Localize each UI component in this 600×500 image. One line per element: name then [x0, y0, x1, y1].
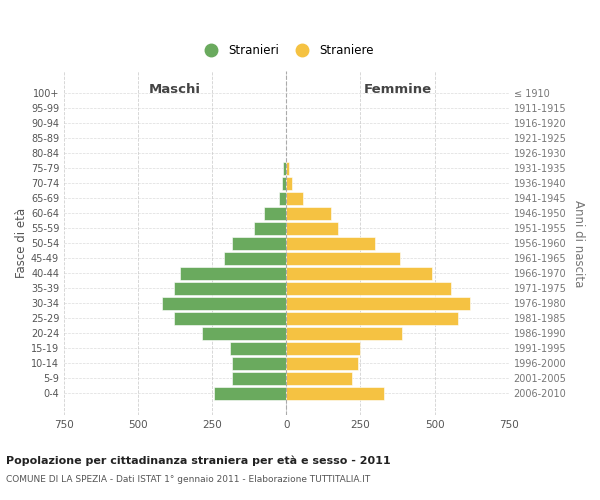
Bar — [282, 177, 286, 190]
Text: Maschi: Maschi — [149, 83, 201, 96]
Bar — [286, 207, 331, 220]
Bar — [174, 282, 286, 294]
Y-axis label: Fasce di età: Fasce di età — [15, 208, 28, 278]
Text: COMUNE DI LA SPEZIA - Dati ISTAT 1° gennaio 2011 - Elaborazione TUTTITALIA.IT: COMUNE DI LA SPEZIA - Dati ISTAT 1° genn… — [6, 475, 370, 484]
Bar — [264, 207, 286, 220]
Bar — [230, 342, 286, 354]
Bar — [283, 162, 286, 174]
Bar — [286, 327, 402, 340]
Bar — [162, 297, 286, 310]
Bar — [232, 372, 286, 384]
Y-axis label: Anni di nascita: Anni di nascita — [572, 200, 585, 287]
Bar — [286, 297, 470, 310]
Bar — [286, 357, 358, 370]
Bar — [232, 357, 286, 370]
Bar — [224, 252, 286, 264]
Bar — [286, 312, 458, 324]
Bar — [232, 237, 286, 250]
Bar — [286, 342, 361, 354]
Bar — [286, 267, 431, 280]
Bar — [279, 192, 286, 204]
Bar — [174, 312, 286, 324]
Bar — [286, 372, 352, 384]
Legend: Stranieri, Straniere: Stranieri, Straniere — [195, 40, 378, 62]
Bar — [286, 162, 289, 174]
Bar — [254, 222, 286, 234]
Bar — [286, 387, 384, 400]
Bar — [286, 192, 302, 204]
Bar — [202, 327, 286, 340]
Bar — [179, 267, 286, 280]
Bar — [286, 177, 292, 190]
Bar — [214, 387, 286, 400]
Text: Femmine: Femmine — [364, 83, 431, 96]
Bar — [286, 252, 400, 264]
Text: Popolazione per cittadinanza straniera per età e sesso - 2011: Popolazione per cittadinanza straniera p… — [6, 455, 391, 466]
Bar — [286, 237, 376, 250]
Bar — [286, 222, 338, 234]
Bar — [286, 282, 451, 294]
